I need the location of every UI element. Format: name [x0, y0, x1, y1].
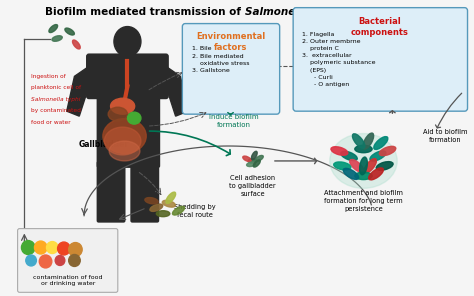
Ellipse shape — [360, 157, 367, 175]
Ellipse shape — [353, 134, 365, 148]
Text: Attachment and biofilm
formation for long term
persistence: Attachment and biofilm formation for lon… — [324, 190, 403, 212]
FancyBboxPatch shape — [121, 46, 134, 61]
Text: 1. Bile
2. Bile mediated
    oxidative stress
3. Gallstone: 1. Bile 2. Bile mediated oxidative stres… — [192, 46, 249, 73]
Ellipse shape — [330, 133, 397, 188]
Ellipse shape — [109, 141, 140, 161]
Ellipse shape — [104, 127, 141, 155]
Circle shape — [69, 242, 82, 257]
Text: Biofilm mediated transmission of: Biofilm mediated transmission of — [46, 7, 245, 17]
Circle shape — [21, 241, 35, 255]
FancyBboxPatch shape — [97, 89, 160, 168]
Text: food or water: food or water — [31, 120, 71, 125]
FancyBboxPatch shape — [97, 161, 126, 223]
FancyBboxPatch shape — [293, 8, 467, 111]
Text: Salmonella typhi: Salmonella typhi — [245, 7, 343, 17]
Text: Cell adhesion
to gallbladder
surface: Cell adhesion to gallbladder surface — [229, 175, 276, 197]
Circle shape — [57, 242, 70, 255]
Text: Bacterial
components: Bacterial components — [351, 17, 409, 37]
Ellipse shape — [379, 146, 396, 156]
Ellipse shape — [114, 27, 141, 57]
Circle shape — [55, 255, 65, 266]
Ellipse shape — [355, 172, 372, 180]
Text: Aid to biofilm
formation: Aid to biofilm formation — [423, 129, 468, 143]
Ellipse shape — [334, 162, 351, 170]
FancyBboxPatch shape — [18, 229, 118, 292]
Ellipse shape — [52, 36, 62, 41]
FancyBboxPatch shape — [130, 161, 159, 223]
Ellipse shape — [331, 147, 348, 155]
Ellipse shape — [255, 155, 263, 161]
Ellipse shape — [49, 25, 58, 33]
Ellipse shape — [128, 112, 141, 124]
Ellipse shape — [253, 160, 260, 167]
Ellipse shape — [355, 145, 372, 153]
Text: Induce biofilm
formation: Induce biofilm formation — [209, 114, 258, 128]
Ellipse shape — [370, 151, 386, 161]
Ellipse shape — [156, 211, 170, 217]
Ellipse shape — [251, 151, 257, 160]
Circle shape — [46, 242, 58, 253]
Ellipse shape — [376, 162, 393, 170]
Text: Ingestion of: Ingestion of — [31, 74, 66, 79]
Text: 1. Flagella
2. Outer membrne
    protein C
3.  extracellular
    polymeric subst: 1. Flagella 2. Outer membrne protein C 3… — [302, 32, 375, 87]
FancyBboxPatch shape — [182, 24, 280, 114]
Text: by contaminated: by contaminated — [31, 108, 81, 113]
Circle shape — [39, 255, 52, 268]
Ellipse shape — [65, 28, 74, 35]
Polygon shape — [67, 66, 94, 116]
Ellipse shape — [343, 168, 359, 179]
Ellipse shape — [173, 206, 184, 215]
Ellipse shape — [369, 168, 383, 180]
Text: Environmental
factors: Environmental factors — [196, 32, 265, 52]
Text: Shedding by
fecal route: Shedding by fecal route — [174, 204, 216, 218]
Ellipse shape — [350, 160, 364, 172]
Circle shape — [35, 241, 47, 254]
Ellipse shape — [162, 200, 175, 207]
Ellipse shape — [248, 159, 257, 163]
FancyBboxPatch shape — [86, 54, 169, 99]
Ellipse shape — [145, 197, 158, 204]
Text: Gallbladder: Gallbladder — [78, 139, 128, 149]
Text: contamination of food
or drinking water: contamination of food or drinking water — [33, 275, 102, 286]
Ellipse shape — [103, 119, 146, 153]
Ellipse shape — [246, 162, 255, 167]
Circle shape — [69, 255, 80, 266]
Text: planktonic cell of: planktonic cell of — [31, 85, 81, 90]
Ellipse shape — [374, 136, 388, 149]
Circle shape — [26, 255, 36, 266]
Ellipse shape — [363, 133, 374, 149]
Ellipse shape — [341, 151, 357, 161]
Ellipse shape — [108, 107, 128, 121]
Polygon shape — [161, 66, 188, 116]
Ellipse shape — [243, 156, 251, 162]
Ellipse shape — [364, 159, 376, 173]
Ellipse shape — [73, 40, 80, 49]
Ellipse shape — [166, 192, 176, 203]
Text: Salmonella typhi: Salmonella typhi — [31, 97, 81, 102]
Ellipse shape — [150, 204, 163, 211]
Ellipse shape — [110, 98, 135, 114]
